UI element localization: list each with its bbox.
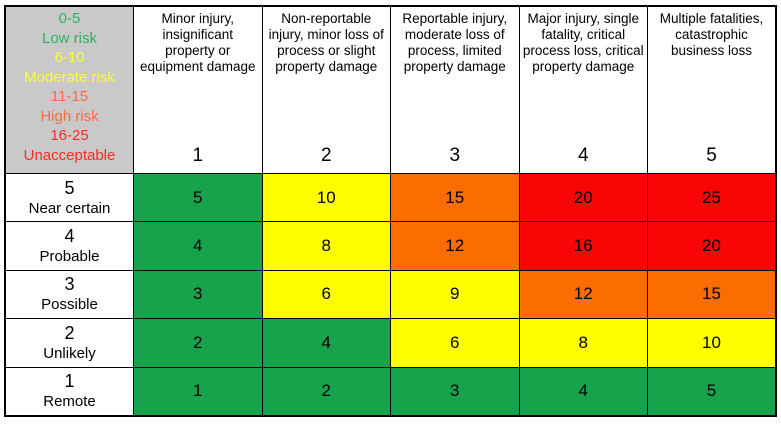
risk-cell-l3-s3: 9: [390, 269, 520, 320]
risk-cell-l2-s4: 8: [518, 318, 648, 368]
likelihood-1-label: Remote: [43, 393, 96, 411]
matrix-row-likelihood-2: 2 Unlikely 2 4 6 8 10: [4, 318, 777, 368]
severity-5-description: Multiple fatalities, catastrophic busine…: [659, 11, 764, 58]
risk-cell-l5-s5: 25: [647, 172, 777, 223]
risk-cell-l3-s1: 3: [133, 269, 263, 320]
legend-line-low-range: 0-5: [58, 10, 81, 27]
likelihood-4-label: Probable: [39, 248, 100, 266]
risk-cell-l2-s5: 10: [647, 318, 777, 368]
legend-line-moderate-range: 6-10: [54, 49, 85, 66]
row-header-likelihood-4: 4 Probable: [4, 221, 134, 271]
legend-line-high-label: High risk: [40, 107, 99, 125]
likelihood-2-label: Unlikely: [43, 344, 96, 362]
risk-cell-l3-s4: 12: [518, 269, 648, 320]
risk-cell-l5-s4: 20: [518, 172, 648, 223]
column-header-severity-4: Major injury, single fatality, critical …: [518, 5, 648, 174]
severity-5-number: 5: [706, 145, 717, 166]
severity-4-description: Major injury, single fatality, critical …: [522, 11, 644, 74]
column-header-severity-1: Minor injury, insignificant property or …: [133, 5, 263, 174]
severity-3-description: Reportable injury, moderate loss of proc…: [402, 11, 508, 74]
risk-cell-l4-s5: 20: [647, 221, 777, 271]
legend-line-moderate-label: Moderate risk: [24, 68, 115, 86]
risk-cell-l4-s4: 16: [518, 221, 648, 271]
row-header-likelihood-3: 3 Possible: [4, 269, 134, 320]
row-header-likelihood-2: 2 Unlikely: [4, 318, 134, 368]
severity-4-number: 4: [577, 145, 589, 166]
risk-cell-l2-s1: 2: [133, 318, 263, 368]
legend-line-low-label: Low risk: [41, 29, 97, 47]
risk-cell-l5-s1: 5: [133, 172, 263, 223]
risk-cell-l4-s1: 4: [133, 221, 263, 271]
matrix-row-likelihood-4: 4 Probable 4 8 12 16 20: [4, 221, 777, 271]
risk-cell-l4-s3: 12: [390, 221, 520, 271]
matrix-row-likelihood-1: 1 Remote 1 2 3 4 5: [4, 366, 777, 417]
risk-matrix-page: 0-5 Low risk 6-10 Moderate risk 11-15 Hi…: [4, 5, 777, 417]
column-header-severity-5: Multiple fatalities, catastrophic busine…: [647, 5, 777, 174]
risk-cell-l5-s3: 15: [390, 172, 520, 223]
risk-cell-l2-s3: 6: [390, 318, 520, 368]
likelihood-1-number: 1: [64, 371, 75, 392]
severity-1-description: Minor injury, insignificant property or …: [139, 11, 256, 74]
risk-cell-l3-s2: 6: [261, 269, 391, 320]
column-header-severity-2: Non-reportable injury, minor loss of pro…: [261, 5, 391, 174]
legend-line-unacceptable-label: Unacceptable: [23, 146, 116, 164]
severity-1-number: 1: [192, 145, 204, 166]
risk-cell-l2-s2: 4: [261, 318, 391, 368]
risk-cell-l1-s1: 1: [133, 366, 263, 417]
risk-cell-l1-s3: 3: [390, 366, 520, 417]
severity-3-number: 3: [449, 145, 461, 166]
risk-cell-l1-s5: 5: [647, 366, 777, 417]
severity-2-number: 2: [320, 145, 332, 166]
risk-cell-l1-s4: 4: [518, 366, 648, 417]
risk-cell-l4-s2: 8: [261, 221, 391, 271]
matrix-row-likelihood-3: 3 Possible 3 6 9 12 15: [4, 269, 777, 320]
risk-cell-l3-s5: 15: [647, 269, 777, 320]
risk-cell-l5-s2: 10: [261, 172, 391, 223]
likelihood-5-label: Near certain: [28, 199, 111, 217]
column-header-severity-3: Reportable injury, moderate loss of proc…: [390, 5, 520, 174]
risk-legend: 0-5 Low risk 6-10 Moderate risk 11-15 Hi…: [4, 5, 134, 174]
header-row: 0-5 Low risk 6-10 Moderate risk 11-15 Hi…: [4, 5, 777, 174]
row-header-likelihood-1: 1 Remote: [4, 366, 134, 417]
likelihood-3-label: Possible: [41, 296, 98, 314]
risk-matrix-table: 0-5 Low risk 6-10 Moderate risk 11-15 Hi…: [4, 5, 777, 417]
row-header-likelihood-5: 5 Near certain: [4, 172, 134, 223]
likelihood-3-number: 3: [64, 274, 75, 295]
likelihood-2-number: 2: [64, 322, 75, 343]
likelihood-5-number: 5: [64, 177, 75, 198]
legend-line-high-range: 11-15: [50, 88, 89, 105]
legend-line-unacceptable-range: 16-25: [50, 127, 89, 144]
risk-cell-l1-s2: 2: [261, 366, 391, 417]
likelihood-4-number: 4: [64, 226, 75, 247]
matrix-row-likelihood-5: 5 Near certain 5 10 15 20 25: [4, 172, 777, 223]
severity-2-description: Non-reportable injury, minor loss of pro…: [268, 11, 384, 74]
